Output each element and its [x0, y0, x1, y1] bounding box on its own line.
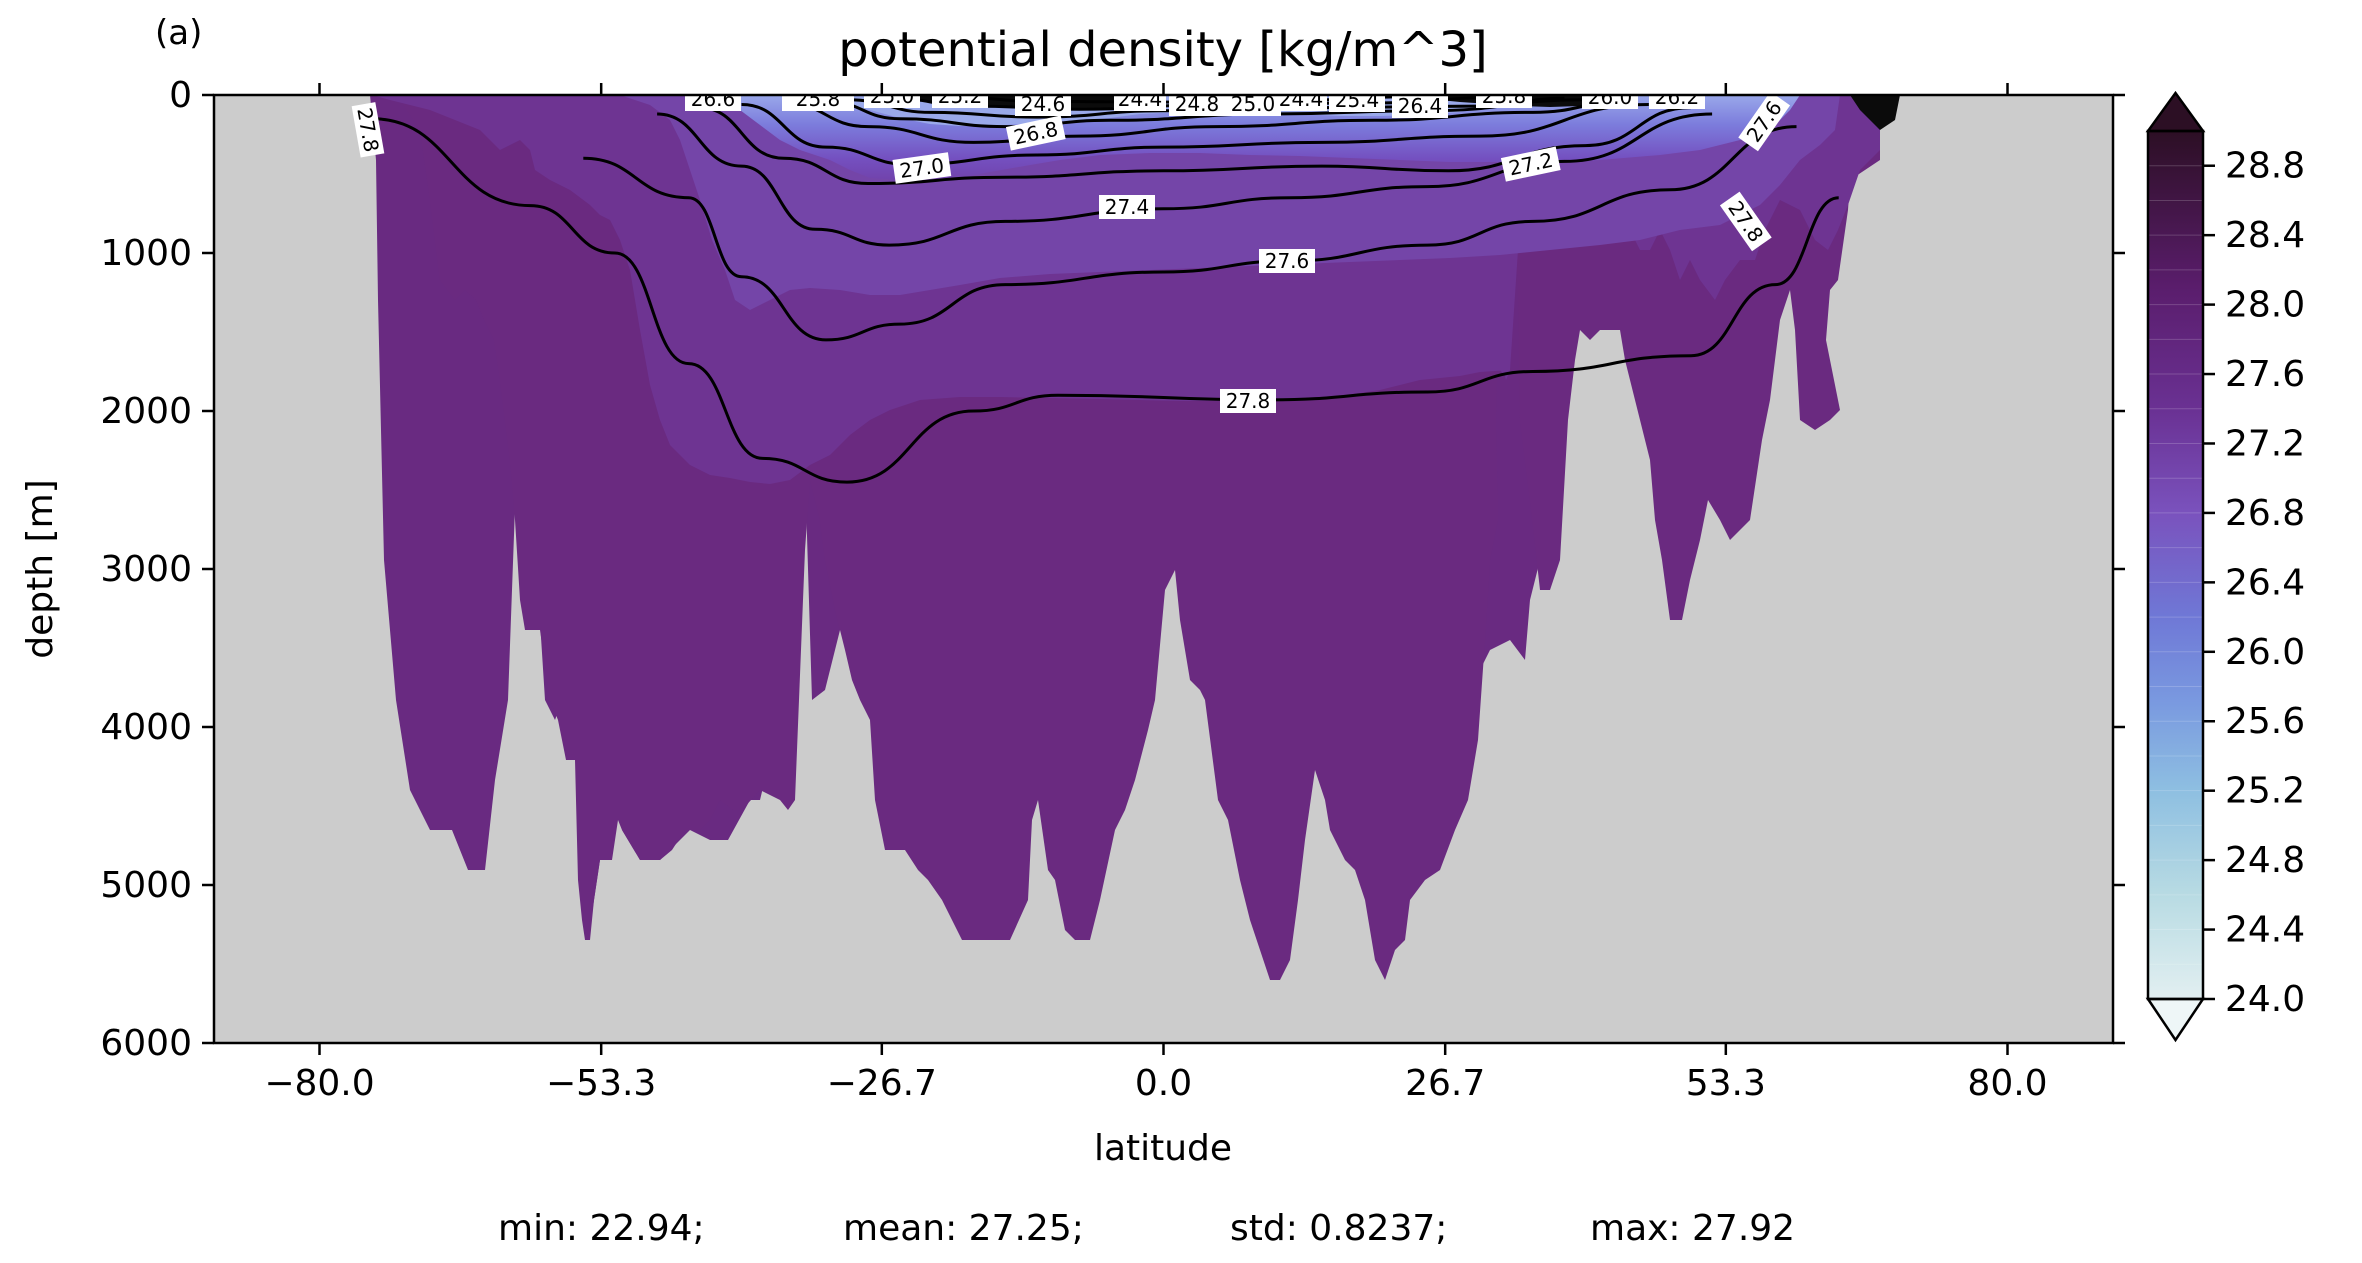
- x-tick-label: 0.0: [1135, 1063, 1192, 1104]
- svg-text:26.2: 26.2: [1655, 85, 1700, 109]
- y-tick-label: 5000: [100, 865, 192, 906]
- contour-line: [741, 103, 1649, 167]
- y-tick-label: 6000: [100, 1023, 192, 1064]
- svg-text:25.4: 25.4: [1335, 88, 1380, 112]
- stat-max: max: 27.92: [1590, 1208, 1795, 1249]
- contour-label: 26.0: [1582, 85, 1638, 109]
- contour-label: 26.6: [685, 87, 741, 111]
- svg-text:27.4: 27.4: [1105, 195, 1150, 219]
- contour-line: [583, 125, 1797, 342]
- contour-label: 27.4: [1099, 195, 1155, 219]
- svg-text:26.0: 26.0: [1588, 85, 1633, 109]
- contour-label: 26.4: [1392, 94, 1448, 118]
- svg-text:27.6: 27.6: [1265, 249, 1310, 273]
- contour-labels: 27.8 26.6 25.8 25.0 25.2 24.6 24.4 24.8 …: [351, 84, 1791, 413]
- svg-text:25.0: 25.0: [1231, 92, 1276, 116]
- contour-label: 24.4: [1114, 87, 1166, 111]
- x-tick-label: 26.7: [1405, 1063, 1485, 1104]
- x-tick-label: −26.7: [827, 1063, 937, 1104]
- chart-title: potential density [kg/m^3]: [838, 22, 1487, 78]
- stat-mean: mean: 27.25;: [843, 1208, 1084, 1249]
- contour-label: 25.8: [782, 87, 854, 111]
- contour-label: 27.6: [1259, 249, 1315, 273]
- colorbar-tick-label: 26.4: [2225, 562, 2305, 603]
- stat-std: std: 0.8237;: [1230, 1208, 1447, 1249]
- contour-label: 24.4: [1275, 87, 1327, 111]
- y-tick-label: 1000: [100, 233, 192, 274]
- colorbar-tick-label: 28.4: [2225, 215, 2305, 256]
- panel-label: (a): [155, 13, 202, 53]
- colorbar-tick-label: 24.8: [2225, 840, 2305, 881]
- colorbar-body: [2148, 131, 2203, 999]
- colorbar-extend-bottom: [2145, 997, 2206, 1043]
- y-tick-label: 4000: [100, 707, 192, 748]
- summary-stats: min: 22.94; mean: 27.25; std: 0.8237; ma…: [498, 1208, 1795, 1249]
- svg-text:24.4: 24.4: [1118, 87, 1163, 111]
- svg-text:26.4: 26.4: [1398, 94, 1443, 118]
- colorbar-tick-label: 26.0: [2225, 632, 2305, 673]
- contour-label: 24.8: [1169, 92, 1225, 116]
- colorbar-extend-top: [2145, 90, 2206, 133]
- colorbar-tick-label: 24.0: [2225, 979, 2305, 1020]
- contour-label: 25.8: [1476, 84, 1532, 108]
- y-axis-label: depth [m]: [20, 479, 61, 658]
- contour-label: 25.4: [1329, 88, 1385, 112]
- x-tick-label: −53.3: [546, 1063, 656, 1104]
- colorbar-tick-label: 25.2: [2225, 771, 2305, 812]
- contour-label: 25.0: [1225, 92, 1281, 116]
- colorbar-frame: [2146, 129, 2205, 1001]
- colorbar-tick-label: 28.8: [2225, 146, 2305, 187]
- svg-text:25.2: 25.2: [938, 84, 983, 108]
- y-axis: 0 1000 2000 3000 4000 5000 6000: [100, 75, 2125, 1064]
- colorbar-bands: [2148, 165, 2203, 965]
- svg-text:24.6: 24.6: [1021, 92, 1066, 116]
- stat-min: min: 22.94;: [498, 1208, 705, 1249]
- y-tick-label: 0: [169, 75, 192, 116]
- contour-label: 27.8: [1220, 389, 1276, 413]
- x-axis: −80.0 −53.3 −26.7 0.0 26.7 53.3 80.0: [264, 83, 2048, 1104]
- x-tick-label: 80.0: [1967, 1063, 2047, 1104]
- contour-line: [372, 117, 1839, 484]
- svg-text:24.8: 24.8: [1175, 92, 1220, 116]
- contour-label: 24.6: [1015, 92, 1071, 116]
- plot-area: 27.8 26.6 25.8 25.0 25.2 24.6 24.4 24.8 …: [214, 84, 2113, 1043]
- colorbar-tick-label: 26.8: [2225, 493, 2305, 534]
- contour-label: 25.2: [932, 84, 988, 108]
- svg-text:25.8: 25.8: [796, 87, 841, 111]
- x-axis-label: latitude: [1094, 1128, 1232, 1169]
- colorbar-tick-label: 25.6: [2225, 701, 2305, 742]
- svg-text:25.8: 25.8: [1482, 84, 1527, 108]
- svg-text:25.0: 25.0: [870, 84, 915, 108]
- y-tick-label: 3000: [100, 549, 192, 590]
- x-tick-label: −80.0: [264, 1063, 374, 1104]
- x-tick-label: 53.3: [1686, 1063, 1766, 1104]
- colorbar-tick-label: 27.2: [2225, 423, 2305, 464]
- colorbar-ticks: 24.0 24.4 24.8 25.2 25.6 26.0 26.4 26.8 27.2 27.6…: [2203, 146, 2305, 1020]
- contour-line: [783, 99, 1628, 144]
- svg-text:27.8: 27.8: [1226, 389, 1271, 413]
- colorbar-tick-label: 27.6: [2225, 354, 2305, 395]
- colorbar-tick-label: 28.0: [2225, 285, 2305, 326]
- contour-label: 27.0: [892, 152, 952, 184]
- colorbar-tick-label: 24.4: [2225, 910, 2305, 951]
- svg-text:26.6: 26.6: [691, 87, 736, 111]
- colorbar: 24.0 24.4 24.8 25.2 25.6 26.0 26.4 26.8 27.2 27.6…: [2145, 90, 2305, 1043]
- y-tick-label: 2000: [100, 391, 192, 432]
- contour-label: 25.0: [864, 84, 920, 108]
- svg-text:24.4: 24.4: [1279, 87, 1324, 111]
- contour-label: 26.2: [1649, 85, 1705, 109]
